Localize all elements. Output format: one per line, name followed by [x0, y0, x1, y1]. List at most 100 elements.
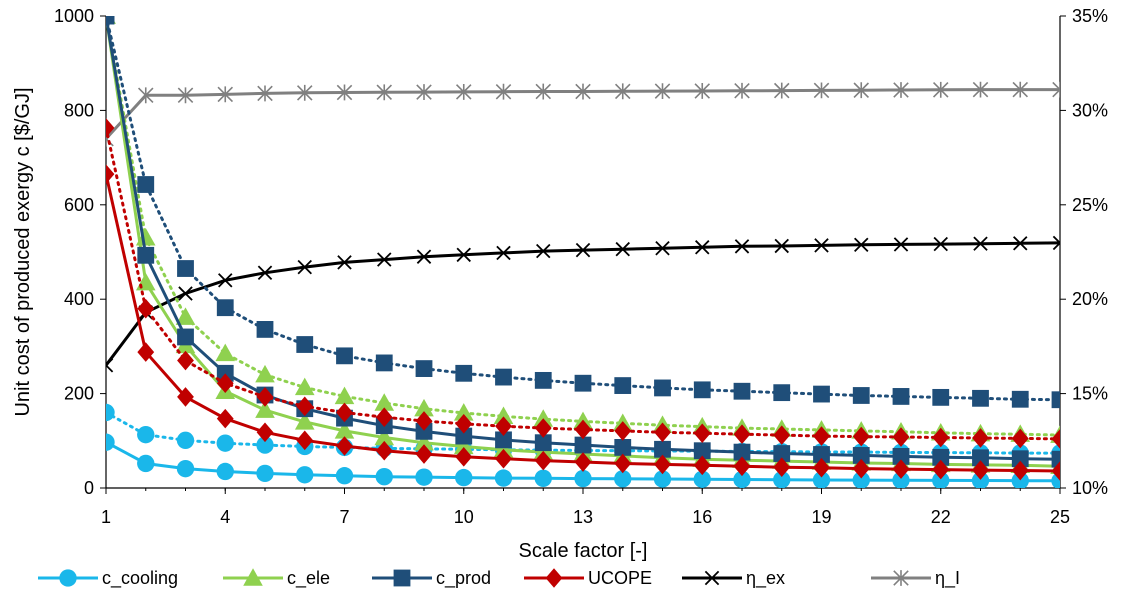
data-point: [932, 448, 950, 466]
data-point: [852, 471, 870, 488]
data-point: [534, 434, 552, 452]
data-point: [814, 238, 829, 253]
y-tick-label: 1000: [54, 6, 94, 26]
data-point: [813, 457, 830, 478]
series-line: [106, 241, 1060, 367]
data-point: [414, 398, 434, 417]
data-point: [177, 387, 194, 407]
data-point: [375, 354, 393, 372]
data-point: [137, 176, 155, 193]
data-point: [693, 442, 711, 460]
data-point: [972, 389, 989, 407]
x-tick-label: 10: [454, 507, 474, 527]
data-point: [1011, 450, 1029, 468]
data-point: [733, 424, 751, 444]
data-point: [932, 81, 949, 98]
data-point: [773, 425, 791, 445]
data-point: [294, 377, 315, 396]
data-point: [106, 358, 114, 373]
data-point: [415, 360, 433, 377]
series-line: [106, 16, 1060, 437]
data-point: [614, 453, 632, 474]
legend-label: c_ele: [287, 568, 330, 589]
data-point: [137, 87, 154, 104]
data-point: [415, 411, 433, 431]
data-point: [893, 82, 909, 98]
data-point: [257, 265, 273, 281]
data-point: [574, 452, 592, 472]
x-tick-label: 25: [1050, 507, 1070, 527]
x-tick-label: 22: [931, 507, 951, 527]
data-point: [217, 86, 234, 103]
data-point: [495, 448, 512, 469]
data-point: [374, 427, 395, 446]
legend-marker: [393, 569, 411, 587]
data-point: [455, 414, 473, 434]
data-point: [493, 406, 514, 424]
data-point: [1013, 236, 1028, 251]
data-point: [175, 307, 196, 325]
legend-label: UCOPE: [588, 568, 652, 588]
legend-label: c_cooling: [102, 568, 178, 589]
legend-marker: [59, 569, 77, 587]
data-point: [135, 272, 156, 291]
x-tick-label: 13: [573, 507, 593, 527]
legend-item: c_prod: [372, 568, 491, 589]
x-tick-label: 7: [339, 507, 349, 527]
data-point: [296, 466, 314, 484]
data-point: [574, 436, 592, 454]
data-point: [495, 368, 512, 386]
legend-label: η_I: [935, 568, 960, 589]
legend-item: η_I: [871, 568, 960, 589]
data-point: [106, 403, 115, 422]
legend: c_cooling c_ele c_prod UCOPE η_ex η_I: [38, 568, 960, 589]
data-point: [615, 241, 630, 257]
y-axis-label: Unit cost of produced exergy c [$/GJ]: [12, 87, 34, 416]
y2-tick-label: 30%: [1072, 100, 1108, 120]
data-point: [495, 83, 512, 100]
data-point: [534, 450, 552, 471]
data-point: [493, 439, 514, 458]
data-point: [773, 82, 790, 99]
series-ucope-solid: [106, 164, 1060, 481]
data-point: [456, 247, 471, 263]
data-point: [215, 343, 236, 362]
data-point: [496, 245, 511, 261]
legend-item: c_cooling: [38, 568, 178, 589]
data-point: [494, 469, 513, 487]
series-c-prod-dotted: [106, 16, 1060, 409]
data-point: [216, 434, 234, 452]
data-point: [574, 374, 592, 392]
data-point: [1051, 429, 1060, 449]
data-point: [296, 396, 314, 417]
data-point: [733, 456, 751, 477]
data-point: [296, 336, 314, 353]
data-point: [852, 387, 870, 404]
data-point: [256, 321, 274, 338]
y2-tick-label: 20%: [1072, 289, 1108, 309]
data-point: [455, 468, 473, 487]
tick-labels: 1 4 7 10 13 16 19 22 25 0 200 400 600 800 1000 10% 15% 20…: [54, 6, 1108, 527]
data-point: [453, 403, 474, 421]
data-point: [255, 364, 275, 383]
data-point: [654, 454, 671, 475]
data-point: [813, 426, 830, 446]
data-point: [297, 259, 312, 275]
data-point: [614, 439, 632, 456]
data-point: [256, 387, 274, 407]
legend-item: UCOPE: [524, 568, 652, 588]
data-point: [654, 83, 671, 100]
data-point: [773, 457, 791, 478]
x-tick-label: 1: [101, 507, 111, 527]
y2-tick-label: 10%: [1072, 478, 1108, 498]
data-point: [1011, 390, 1029, 408]
data-point: [455, 427, 473, 445]
data-point: [932, 388, 950, 406]
series-layer: [106, 16, 1060, 488]
data-point: [377, 252, 392, 267]
data-point: [1011, 428, 1029, 449]
data-point: [536, 243, 551, 259]
legend-marker: [893, 570, 909, 586]
y-tick-label: 200: [64, 384, 94, 404]
data-point: [694, 83, 711, 99]
